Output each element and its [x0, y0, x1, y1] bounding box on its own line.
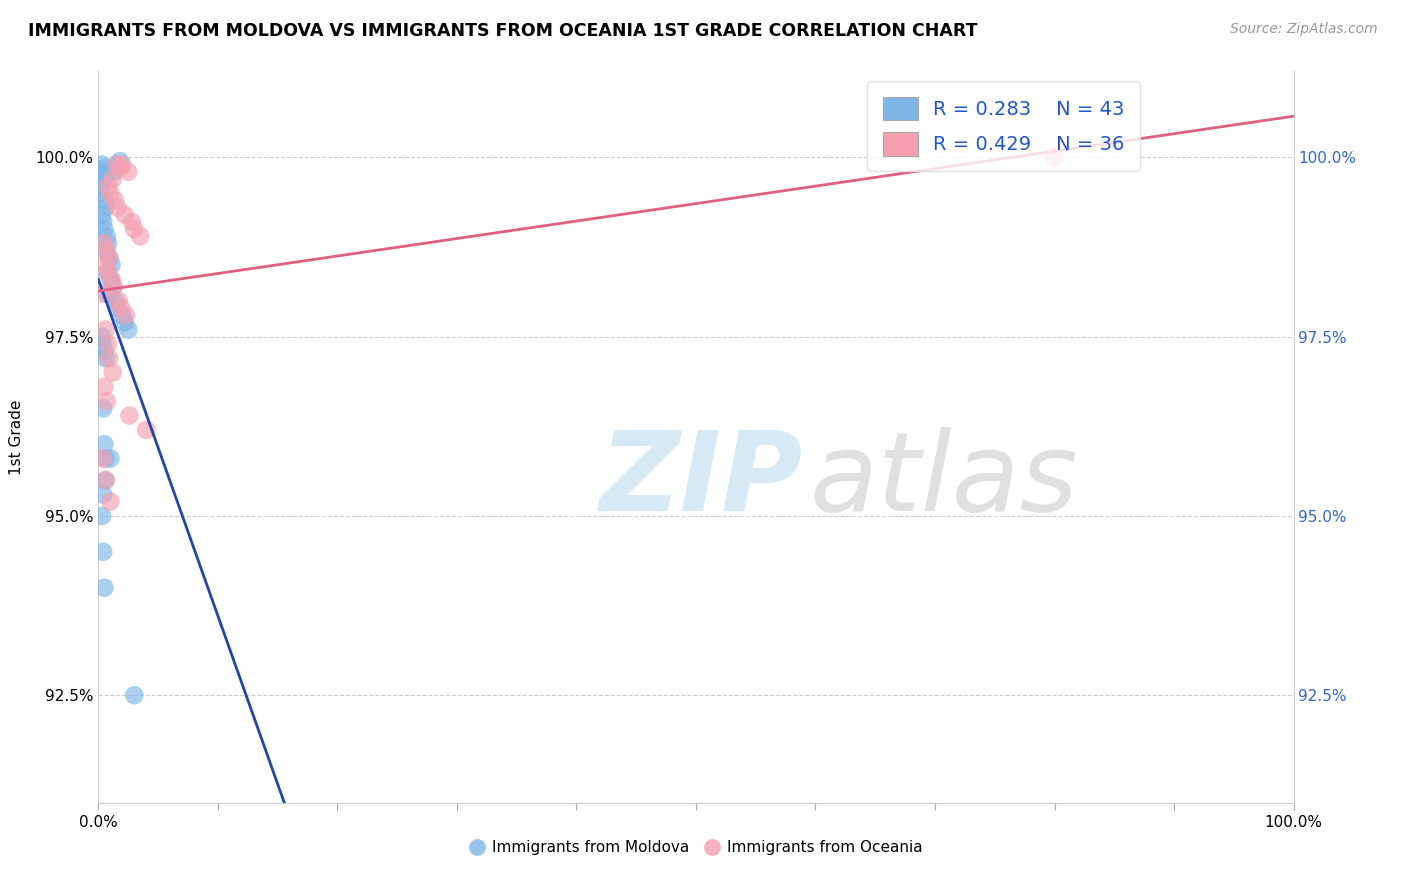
- Point: [91, 508, 114, 523]
- Point: [98, 186, 122, 201]
- Point: [121, 215, 143, 229]
- Point: [97, 179, 120, 194]
- Point: [96, 265, 118, 279]
- Point: [114, 208, 136, 222]
- Point: [135, 423, 157, 437]
- Point: [104, 194, 127, 208]
- Point: [98, 272, 122, 286]
- Point: [98, 351, 121, 366]
- Point: [91, 215, 114, 229]
- Text: ZIP: ZIP: [600, 427, 804, 534]
- Point: [97, 265, 120, 279]
- Point: [97, 286, 120, 301]
- Point: [118, 409, 141, 423]
- Point: [111, 308, 134, 322]
- Point: [91, 286, 114, 301]
- Point: [91, 336, 114, 351]
- Point: [91, 179, 114, 194]
- Point: [96, 244, 118, 258]
- Point: [91, 487, 114, 501]
- Point: [91, 172, 114, 186]
- Point: [101, 172, 124, 186]
- Point: [105, 158, 128, 172]
- Point: [94, 169, 117, 183]
- Point: [94, 451, 117, 466]
- Point: [93, 380, 115, 394]
- Point: [94, 473, 117, 487]
- Point: [114, 315, 136, 329]
- Point: [90, 186, 112, 201]
- Point: [91, 208, 114, 222]
- Point: [107, 293, 129, 308]
- Point: [98, 451, 122, 466]
- Point: [94, 201, 117, 215]
- Point: [124, 688, 146, 702]
- Text: atlas: atlas: [810, 427, 1078, 534]
- Point: [98, 251, 121, 265]
- Point: [94, 258, 117, 272]
- Point: [97, 236, 120, 251]
- Point: [94, 322, 117, 336]
- Point: [93, 161, 115, 176]
- Point: [94, 473, 117, 487]
- Point: [91, 401, 114, 416]
- Point: [101, 279, 124, 293]
- Point: [97, 336, 120, 351]
- Point: [91, 165, 114, 179]
- Point: [93, 236, 115, 251]
- Point: [111, 158, 134, 172]
- Point: [91, 158, 114, 172]
- Legend: Immigrants from Moldova, Immigrants from Oceania: Immigrants from Moldova, Immigrants from…: [463, 834, 929, 861]
- Point: [105, 158, 128, 172]
- Point: [101, 366, 124, 380]
- Point: [129, 229, 152, 244]
- Point: [103, 165, 125, 179]
- Point: [94, 351, 117, 366]
- Point: [1043, 150, 1066, 164]
- Point: [91, 451, 114, 466]
- Point: [100, 272, 122, 286]
- Y-axis label: 1st Grade: 1st Grade: [10, 400, 24, 475]
- Point: [117, 165, 139, 179]
- Point: [96, 229, 118, 244]
- Point: [93, 344, 115, 359]
- Point: [115, 308, 138, 322]
- Point: [98, 251, 121, 265]
- Point: [98, 494, 122, 508]
- Point: [107, 201, 129, 215]
- Text: Source: ZipAtlas.com: Source: ZipAtlas.com: [1230, 22, 1378, 37]
- Point: [117, 322, 139, 336]
- Point: [93, 581, 115, 595]
- Point: [108, 161, 131, 176]
- Point: [93, 437, 115, 451]
- Point: [94, 244, 117, 258]
- Point: [108, 153, 131, 168]
- Point: [93, 222, 115, 236]
- Point: [91, 329, 114, 343]
- Point: [103, 279, 125, 293]
- Point: [110, 301, 132, 315]
- Text: IMMIGRANTS FROM MOLDOVA VS IMMIGRANTS FROM OCEANIA 1ST GRADE CORRELATION CHART: IMMIGRANTS FROM MOLDOVA VS IMMIGRANTS FR…: [28, 22, 977, 40]
- Point: [96, 394, 118, 409]
- Point: [104, 293, 127, 308]
- Point: [93, 194, 115, 208]
- Point: [91, 545, 114, 559]
- Point: [107, 301, 129, 315]
- Point: [124, 222, 146, 236]
- Point: [100, 258, 122, 272]
